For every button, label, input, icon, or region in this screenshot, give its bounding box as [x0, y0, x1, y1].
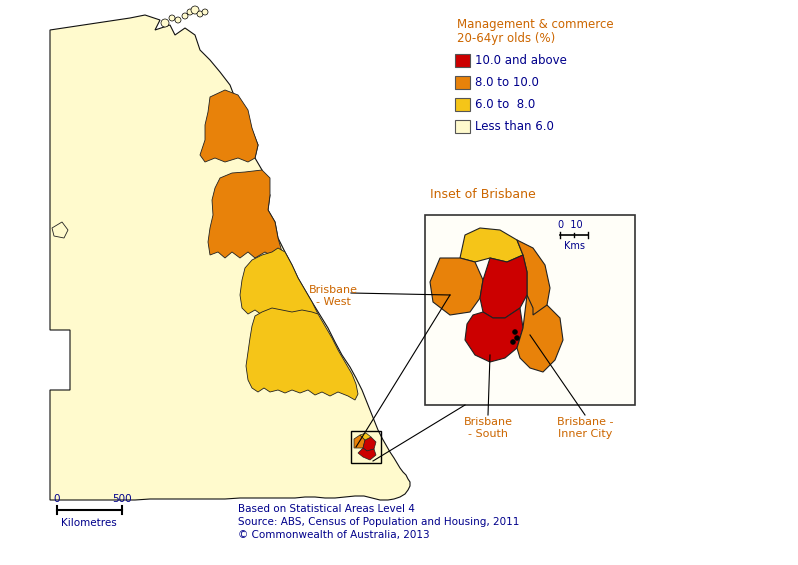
- Circle shape: [187, 9, 193, 15]
- Text: Kilometres: Kilometres: [61, 518, 117, 528]
- Circle shape: [182, 13, 188, 19]
- Bar: [455, 54, 470, 67]
- Text: 0: 0: [53, 494, 61, 504]
- Text: 500: 500: [113, 494, 132, 504]
- Polygon shape: [354, 435, 365, 448]
- Circle shape: [515, 336, 519, 341]
- Text: Based on Statistical Areas Level 4: Based on Statistical Areas Level 4: [238, 504, 415, 514]
- Text: Source: ABS, Census of Population and Housing, 2011: Source: ABS, Census of Population and Ho…: [238, 517, 519, 527]
- Polygon shape: [460, 228, 523, 262]
- Bar: [425, 215, 635, 405]
- Bar: [455, 120, 470, 133]
- Polygon shape: [430, 258, 483, 315]
- Polygon shape: [363, 437, 376, 451]
- Polygon shape: [246, 308, 358, 400]
- Text: Less than 6.0: Less than 6.0: [475, 120, 554, 133]
- Text: Management & commerce: Management & commerce: [457, 18, 614, 31]
- Polygon shape: [517, 240, 550, 322]
- Text: 10.0 and above: 10.0 and above: [475, 54, 567, 67]
- Circle shape: [161, 19, 169, 27]
- Text: © Commonwealth of Australia, 2013: © Commonwealth of Australia, 2013: [238, 530, 429, 540]
- Polygon shape: [480, 255, 527, 318]
- Text: Kms: Kms: [564, 241, 585, 251]
- Text: Inset of Brisbane: Inset of Brisbane: [430, 188, 535, 201]
- Circle shape: [511, 340, 516, 345]
- Text: Brisbane
- West: Brisbane - West: [309, 285, 358, 307]
- Bar: [351, 431, 381, 463]
- Text: 20-64yr olds (%): 20-64yr olds (%): [457, 32, 555, 45]
- Circle shape: [191, 6, 199, 14]
- Circle shape: [169, 15, 175, 21]
- Circle shape: [175, 17, 181, 23]
- Polygon shape: [240, 248, 318, 322]
- Circle shape: [512, 329, 517, 334]
- Polygon shape: [50, 15, 410, 500]
- Bar: [455, 98, 470, 111]
- Text: 6.0 to  8.0: 6.0 to 8.0: [475, 98, 535, 111]
- Polygon shape: [517, 295, 563, 372]
- Text: 0  10: 0 10: [558, 220, 583, 230]
- Polygon shape: [465, 308, 523, 362]
- Polygon shape: [200, 90, 258, 162]
- Polygon shape: [358, 448, 376, 460]
- Bar: [455, 76, 470, 89]
- Polygon shape: [360, 433, 371, 440]
- Text: Brisbane -
Inner City: Brisbane - Inner City: [557, 417, 613, 438]
- Text: 8.0 to 10.0: 8.0 to 10.0: [475, 76, 539, 89]
- Circle shape: [197, 11, 203, 17]
- Text: Brisbane
- South: Brisbane - South: [464, 417, 512, 438]
- Polygon shape: [208, 170, 282, 258]
- Circle shape: [202, 9, 208, 15]
- Polygon shape: [52, 222, 68, 238]
